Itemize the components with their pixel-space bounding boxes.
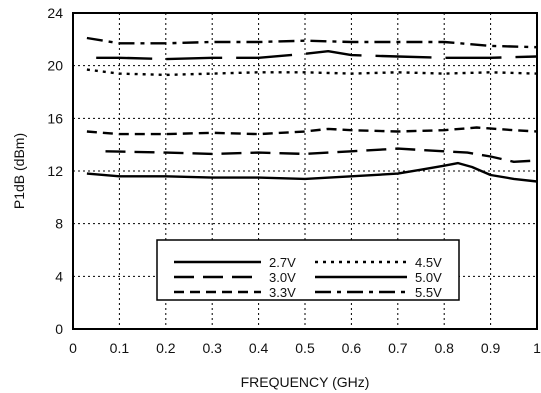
series-line-3-0v bbox=[105, 147, 538, 163]
series-lines bbox=[86, 36, 538, 183]
plot-frame bbox=[72, 12, 538, 330]
legend-label: 3.0V bbox=[269, 270, 296, 285]
x-tick-label: 0.8 bbox=[434, 340, 454, 356]
y-tick-label: 24 bbox=[47, 5, 63, 21]
x-tick-label: 0.7 bbox=[388, 340, 408, 356]
y-tick-label: 20 bbox=[47, 58, 63, 74]
y-tick-label: 12 bbox=[47, 163, 63, 179]
series-line-3-3v bbox=[86, 126, 538, 136]
y-tick-label: 16 bbox=[47, 110, 63, 126]
x-tick-label: 0.1 bbox=[110, 340, 130, 356]
legend-box bbox=[156, 239, 460, 301]
legend-label: 5.0V bbox=[415, 270, 442, 285]
x-tick-labels: 0 0.1 0.2 0.3 0.4 0.5 0.6 0.7 0.8 0.9 1 bbox=[69, 340, 541, 356]
x-tick-label: 0.2 bbox=[156, 340, 176, 356]
x-tick-label: 0.6 bbox=[342, 340, 362, 356]
legend-label: 2.7V bbox=[269, 255, 296, 270]
series-line-2-7v bbox=[86, 161, 538, 183]
legend-label: 3.3V bbox=[269, 285, 296, 300]
y-tick-labels: 0 4 8 12 16 20 24 bbox=[47, 5, 63, 337]
x-tick-label: 0 bbox=[69, 340, 77, 356]
series-line-5-5v bbox=[86, 36, 538, 49]
y-tick-label: 4 bbox=[55, 268, 63, 284]
x-tick-label: 0.5 bbox=[295, 340, 315, 356]
y-axis-title: P1dB (dBm) bbox=[11, 133, 27, 209]
series-line-5-0v bbox=[96, 50, 538, 61]
y-tick-label: 8 bbox=[55, 216, 63, 232]
x-axis-title: FREQUENCY (GHz) bbox=[241, 374, 370, 390]
x-tick-label: 0.4 bbox=[249, 340, 269, 356]
legend-label: 4.5V bbox=[415, 255, 442, 270]
x-tick-label: 0.3 bbox=[202, 340, 222, 356]
x-tick-label: 1 bbox=[533, 340, 541, 356]
legend: 2.7V3.0V3.3V 4.5V5.0V5.5V bbox=[156, 239, 460, 301]
y-tick-label: 0 bbox=[55, 321, 63, 337]
legend-label: 5.5V bbox=[415, 285, 442, 300]
series-line-4-5v bbox=[86, 68, 538, 77]
x-tick-label: 0.9 bbox=[481, 340, 501, 356]
